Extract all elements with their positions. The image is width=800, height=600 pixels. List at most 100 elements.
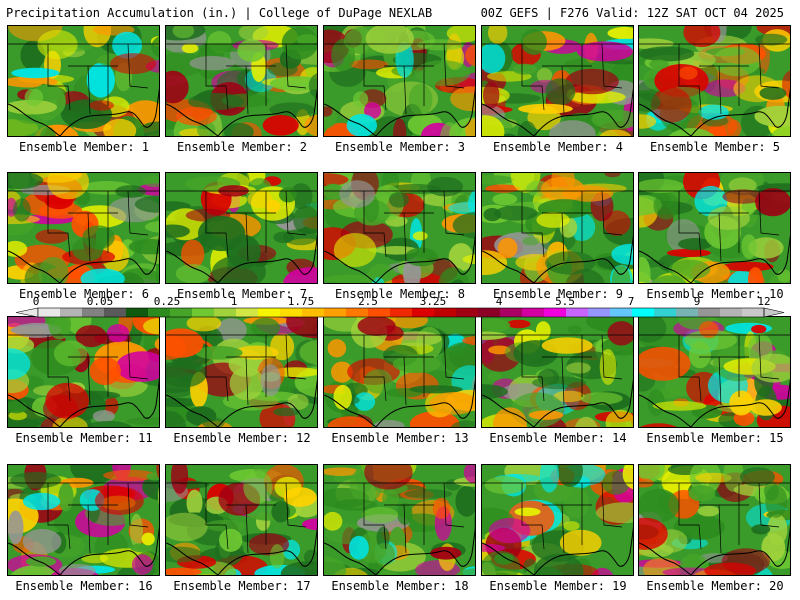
colorbar-swatch xyxy=(434,308,457,317)
state-borders xyxy=(639,43,790,115)
state-borders xyxy=(8,43,159,115)
precip-map xyxy=(482,317,633,427)
precip-map xyxy=(639,317,790,427)
precip-map xyxy=(166,317,317,427)
colorbar-swatch xyxy=(676,308,699,317)
colorbar-swatch xyxy=(236,308,259,317)
colorbar-tick-label: 5.5 xyxy=(555,295,575,308)
ensemble-map-panel xyxy=(7,316,160,428)
coastline xyxy=(8,235,159,283)
ensemble-member-label: Ensemble Member: 5 xyxy=(649,140,781,154)
colorbar-scale xyxy=(15,307,785,318)
colorbar-swatch xyxy=(456,308,479,317)
ensemble-member-label: Ensemble Member: 18 xyxy=(331,579,469,593)
colorbar-tick-label: 0 xyxy=(32,295,40,308)
colorbar-tick-label: 0.25 xyxy=(153,295,181,308)
ensemble-member-label: Ensemble Member: 10 xyxy=(646,287,784,301)
coastline xyxy=(8,379,159,427)
state-borders xyxy=(324,334,475,406)
colorbar-tick-label: 1 xyxy=(230,295,238,308)
state-borders xyxy=(324,190,475,262)
precip-map xyxy=(166,26,317,136)
coastline xyxy=(8,88,159,136)
colorbar-swatch xyxy=(192,308,215,317)
ensemble-member-label: Ensemble Member: 4 xyxy=(492,140,624,154)
colorbar-swatch xyxy=(566,308,589,317)
ensemble-map-panel xyxy=(165,172,318,284)
state-borders xyxy=(166,43,317,115)
coastline xyxy=(166,379,317,427)
colorbar-tick-label: 2.5 xyxy=(358,295,378,308)
ensemble-member-label: Ensemble Member: 20 xyxy=(646,579,784,593)
colorbar-swatch xyxy=(126,308,149,317)
colorbar-swatch xyxy=(654,308,677,317)
colorbar-swatch xyxy=(698,308,721,317)
precip-map xyxy=(8,317,159,427)
coastline xyxy=(166,88,317,136)
ensemble-member-label: Ensemble Member: 3 xyxy=(334,140,466,154)
colorbar-swatch xyxy=(60,308,83,317)
colorbar-swatch xyxy=(324,308,347,317)
ensemble-member-label: Ensemble Member: 19 xyxy=(489,579,627,593)
precip-map xyxy=(166,173,317,283)
colorbar-max-arrow xyxy=(763,307,785,318)
state-borders xyxy=(166,190,317,262)
ensemble-map-panel xyxy=(7,25,160,137)
colorbar-legend: 0 0.05 0.25 1 1.75 2.5 3.25 4 5.5 7 9 12 xyxy=(0,296,800,320)
colorbar-swatch xyxy=(522,308,545,317)
coastline xyxy=(324,379,475,427)
ensemble-map-panel xyxy=(638,172,791,284)
coastline xyxy=(166,527,317,575)
precip-map xyxy=(8,26,159,136)
colorbar-swatch xyxy=(214,308,237,317)
ensemble-member-label: Ensemble Member: 16 xyxy=(15,579,153,593)
colorbar-swatch xyxy=(742,308,765,317)
state-borders xyxy=(324,43,475,115)
coastline xyxy=(482,379,633,427)
colorbar-swatch xyxy=(302,308,325,317)
ensemble-map-panel xyxy=(323,464,476,576)
ensemble-map-panel xyxy=(165,316,318,428)
coastline xyxy=(639,379,790,427)
precip-map xyxy=(482,26,633,136)
precip-map xyxy=(324,317,475,427)
colorbar-swatch xyxy=(610,308,633,317)
coastline xyxy=(482,88,633,136)
ensemble-map-panel xyxy=(7,172,160,284)
coastline xyxy=(639,235,790,283)
ensemble-map-panel xyxy=(165,464,318,576)
precip-map xyxy=(639,465,790,575)
colorbar-swatch xyxy=(720,308,743,317)
precip-map xyxy=(166,465,317,575)
colorbar-swatch xyxy=(346,308,369,317)
precip-map xyxy=(8,465,159,575)
state-borders xyxy=(324,482,475,554)
ensemble-member-label: Ensemble Member: 13 xyxy=(331,431,469,445)
state-borders xyxy=(482,482,633,554)
colorbar-tick-label: 12 xyxy=(757,295,771,308)
ensemble-map-panel xyxy=(638,316,791,428)
coastline xyxy=(639,88,790,136)
ensemble-map-panel xyxy=(638,25,791,137)
colorbar-swatch xyxy=(148,308,171,317)
state-borders xyxy=(8,482,159,554)
state-borders xyxy=(482,334,633,406)
colorbar-swatch xyxy=(258,308,281,317)
colorbar-tick-label: 4 xyxy=(495,295,503,308)
colorbar-swatch xyxy=(104,308,127,317)
colorbar-swatch xyxy=(544,308,567,317)
ensemble-map-panel xyxy=(481,464,634,576)
colorbar-swatch xyxy=(82,308,105,317)
precip-map xyxy=(639,173,790,283)
colorbar-swatch xyxy=(500,308,523,317)
ensemble-member-label: Ensemble Member: 6 xyxy=(18,287,150,301)
precip-map xyxy=(324,465,475,575)
coastline xyxy=(324,235,475,283)
ensemble-member-label: Ensemble Member: 9 xyxy=(492,287,624,301)
state-borders xyxy=(639,190,790,262)
ensemble-map-panel xyxy=(638,464,791,576)
precip-map xyxy=(639,26,790,136)
colorbar-swatch xyxy=(170,308,193,317)
model-valid-time: 00Z GEFS | F276 Valid: 12Z SAT OCT 04 20… xyxy=(480,6,784,20)
coastline xyxy=(166,235,317,283)
